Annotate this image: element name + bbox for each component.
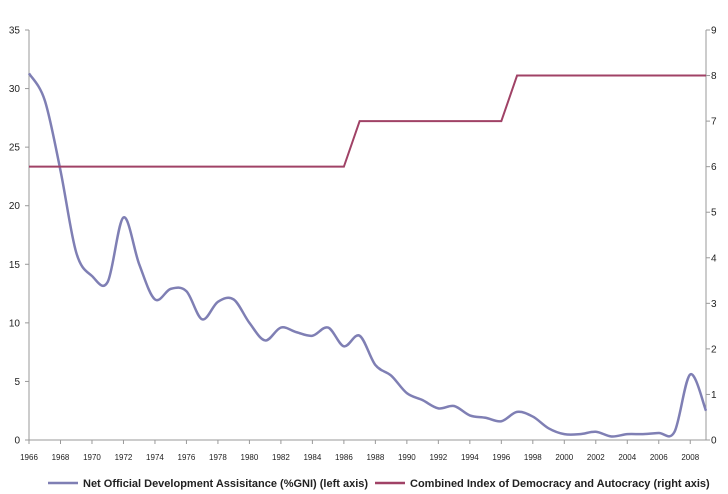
- left-tick-label: 25: [9, 143, 21, 154]
- x-tick-label: 1980: [241, 453, 259, 462]
- x-tick-label: 1982: [272, 453, 290, 462]
- x-tick-label: 1978: [209, 453, 227, 462]
- x-tick-label: 2004: [618, 453, 636, 462]
- left-tick-label: 30: [9, 84, 21, 95]
- series-layer: [27, 72, 708, 438]
- left-tick-label: 35: [9, 26, 21, 37]
- x-tick-label: 1994: [461, 453, 479, 462]
- left-tick-label: 20: [9, 201, 21, 212]
- x-tick-label: 1988: [366, 453, 384, 462]
- left-tick-label: 10: [9, 318, 21, 329]
- x-tick-label: 1966: [20, 453, 38, 462]
- left-tick-label: 15: [9, 260, 21, 271]
- x-tick-label: 1974: [146, 453, 164, 462]
- right-axis-ticks: 0 1 2 3 4 5 6 7 8 9: [706, 26, 717, 447]
- left-tick-label: 0: [14, 436, 20, 447]
- right-tick-label: 3: [711, 299, 717, 310]
- x-tick-label: 1992: [429, 453, 447, 462]
- left-axis-ticks: 0 5 10 15 20 25 30 35: [9, 26, 29, 447]
- right-tick-label: 6: [711, 162, 717, 173]
- x-tick-label: 1986: [335, 453, 353, 462]
- x-tick-label: 1996: [492, 453, 510, 462]
- x-tick-label: 1984: [303, 453, 321, 462]
- x-tick-label: 2002: [587, 453, 605, 462]
- right-tick-label: 7: [711, 117, 717, 128]
- x-tick-label: 2006: [650, 453, 668, 462]
- right-tick-label: 5: [711, 208, 717, 219]
- right-tick-label: 1: [711, 390, 717, 401]
- series-line-oda: [27, 72, 708, 438]
- legend-label-oda: Net Official Development Assisitance (%G…: [83, 478, 368, 490]
- right-tick-label: 4: [711, 253, 717, 264]
- axes: [28, 30, 707, 441]
- x-tick-label: 2000: [555, 453, 573, 462]
- left-tick-label: 5: [14, 377, 20, 388]
- x-tick-label: 1990: [398, 453, 416, 462]
- right-tick-label: 8: [711, 71, 717, 82]
- x-axis-ticks: 1966 1968 1970 1972 1974 1976 1978 1980 1982 1984…: [20, 440, 700, 462]
- x-tick-label: 1970: [83, 453, 101, 462]
- legend-label-democracy-index: Combined Index of Democracy and Autocrac…: [410, 478, 710, 490]
- x-tick-label: 1998: [524, 453, 542, 462]
- x-tick-label: 2008: [681, 453, 699, 462]
- legend: Net Official Development Assisitance (%G…: [48, 478, 710, 490]
- x-tick-label: 1968: [52, 453, 70, 462]
- x-tick-label: 1976: [178, 453, 196, 462]
- right-tick-label: 2: [711, 344, 717, 355]
- x-tick-label: 1972: [115, 453, 133, 462]
- right-tick-label: 9: [711, 26, 717, 37]
- series-line-democracy-index: [29, 74, 706, 168]
- right-tick-label: 0: [711, 436, 717, 447]
